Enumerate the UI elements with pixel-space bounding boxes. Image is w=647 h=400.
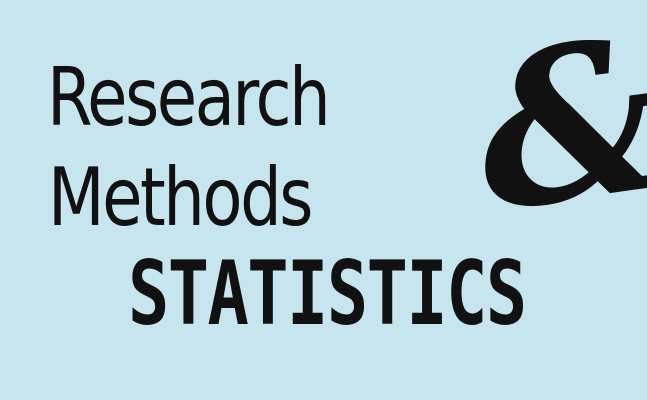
ampersand-symbol: & <box>461 0 647 260</box>
title-research: Research <box>47 51 331 144</box>
title-statistics: STATISTICS <box>128 242 527 345</box>
title-methods: Methods <box>48 151 313 244</box>
